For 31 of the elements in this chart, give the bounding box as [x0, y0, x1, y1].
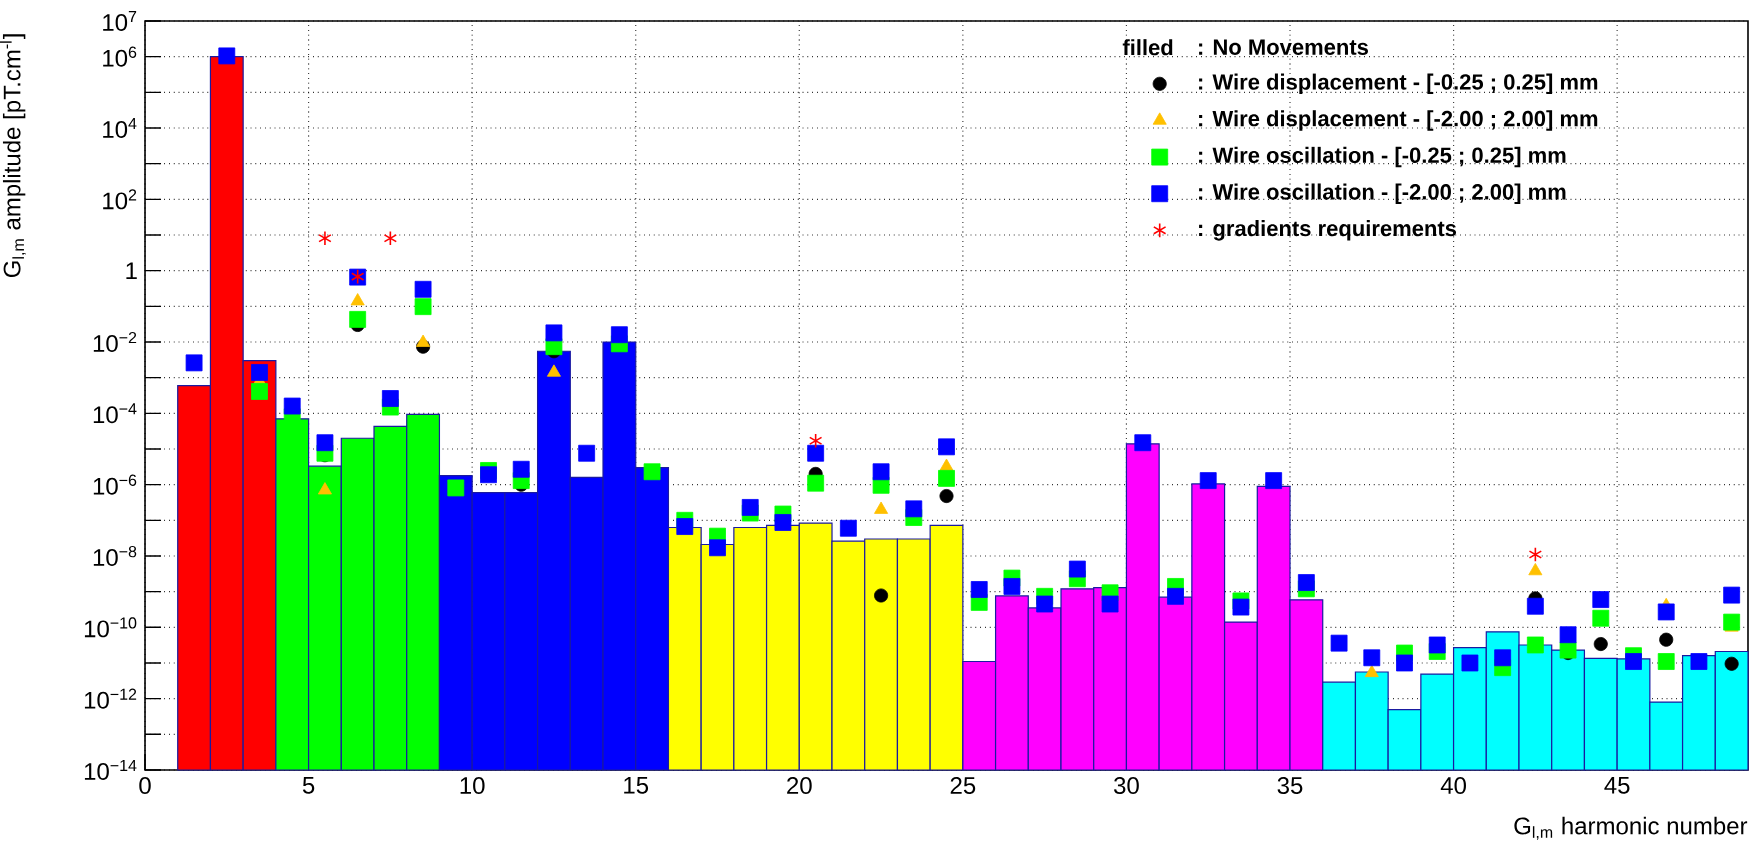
y-tick-label: 10$^{7}$ — [103, 11, 137, 31]
x-tick-label: 5 — [302, 777, 315, 794]
y-tick-label: 10$^{6}$ — [103, 46, 137, 67]
x-tick-label: 0 — [139, 777, 151, 795]
x-tick-label: 40 — [1440, 777, 1466, 795]
x-tick-label: 15 — [624, 777, 649, 794]
legend-label: : Wire displacement - [-2.00 ; 2.00] mm — [1199, 110, 1598, 131]
y-tick-label: 10$^{−4}$ — [93, 403, 137, 424]
legend-label: : Wire displacement - [-0.25 ; 0.25] mm — [1199, 73, 1598, 95]
y-tick-label: 10$^{−2}$ — [93, 331, 137, 353]
x-tick-label: 10 — [460, 777, 485, 795]
legend-label: : Wire oscillation - [-2.00 ; 2.00] mm — [1199, 183, 1566, 204]
x-tick-label: 25 — [950, 777, 976, 795]
y-tick-label: 10$^{−8}$ — [93, 545, 137, 567]
y-tick-label: 10$^{−14}$ — [84, 760, 137, 780]
y-tick-label: 10$^{2}$ — [103, 189, 137, 210]
x-tick-label: 20 — [787, 777, 812, 795]
x-axis-title: G$_{l,m}$ harmonic number — [1514, 816, 1748, 840]
y-tick-label: 10$^{−10}$ — [84, 617, 137, 638]
x-tick-label: 45 — [1604, 777, 1630, 794]
annotation: : No Movements — [1199, 39, 1368, 55]
x-tick-label: 35 — [1277, 777, 1303, 795]
y-tick-label: 10$^{−6}$ — [93, 474, 137, 495]
y-tick-label: 10$^{−12}$ — [84, 688, 137, 709]
x-tick-label: 30 — [1114, 777, 1139, 795]
legend-label: : Wire oscillation - [-0.25 ; 0.25] mm — [1199, 146, 1566, 168]
y-tick-label: 10$^{4}$ — [103, 118, 137, 138]
y-tick-label: 1 — [126, 262, 137, 279]
legend-title: filled — [1122, 39, 1173, 56]
y-axis-title: G$_{l,m}$ amplitude [pT.cm$^{-l}$] — [0, 34, 26, 278]
legend-label: : gradients requirements — [1199, 220, 1457, 241]
